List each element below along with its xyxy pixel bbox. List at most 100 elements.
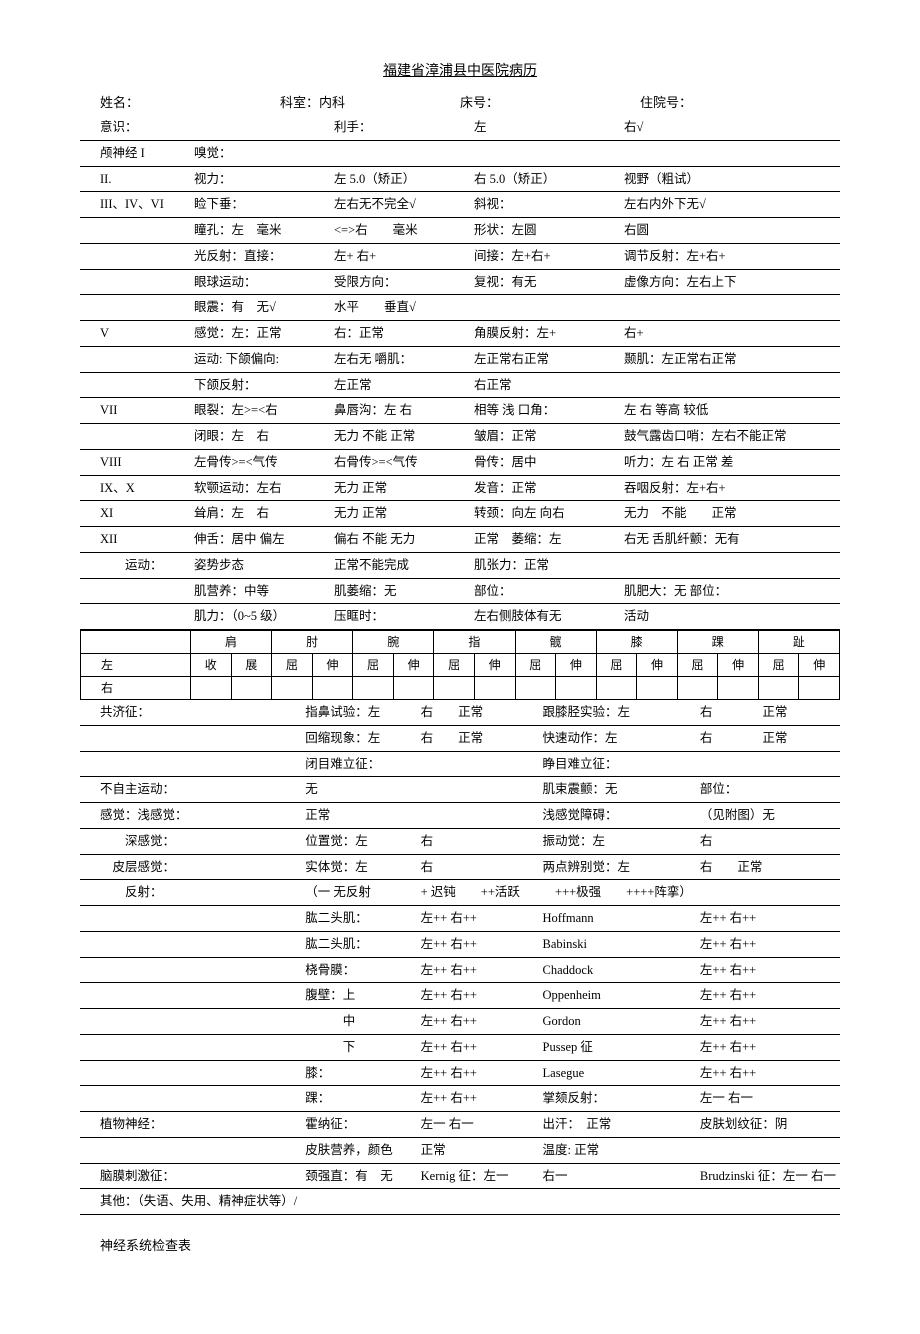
cell: 中 — [301, 1009, 416, 1035]
cell: 左右无不完全√ — [330, 192, 470, 218]
cell: 正常 萎缩：左 — [470, 527, 620, 553]
joint-cell — [191, 677, 232, 700]
cell: 指鼻试验：左 — [301, 700, 416, 725]
cell — [620, 295, 840, 321]
cell: Gordon — [539, 1009, 696, 1035]
cell: 腹壁：上 — [301, 983, 416, 1009]
cell: 虚像方向：左右上下 — [620, 269, 840, 295]
cell: 左++ 右++ — [417, 983, 539, 1009]
cell: 相等 浅 口角： — [470, 398, 620, 424]
cell: 脑膜刺激征： — [80, 1163, 301, 1189]
cell: 跟膝胫实验：左 — [539, 700, 696, 725]
cell: 右 正常 — [696, 725, 840, 751]
joint-cell — [312, 677, 353, 700]
joint-header: 髋 — [515, 631, 596, 654]
cell: 左++ 右++ — [696, 1009, 840, 1035]
cell — [80, 1009, 301, 1035]
cell: 无力 不能 正常 — [330, 424, 470, 450]
cell: Lasegue — [539, 1060, 696, 1086]
cell: 左++ 右++ — [417, 1009, 539, 1035]
joint-cell — [758, 677, 799, 700]
cell: 左++ 右++ — [417, 1034, 539, 1060]
cell: 下 — [301, 1034, 416, 1060]
cell: 皮肤营养，颜色 — [301, 1137, 416, 1163]
cell — [80, 424, 190, 450]
cell: 偏右 不能 无力 — [330, 527, 470, 553]
cell — [80, 295, 190, 321]
cell: 睑下垂： — [190, 192, 330, 218]
cell: 不自主运动： — [80, 777, 301, 803]
cell: 运动: 下颌偏向: — [190, 346, 330, 372]
cell: 鼻唇沟：左 右 — [330, 398, 470, 424]
joint-sub: 屈 — [353, 654, 394, 677]
bed-label: 床号： — [460, 92, 640, 111]
cell: 瞳孔：左 毫米 — [190, 218, 330, 244]
cell: Chaddock — [539, 957, 696, 983]
cell — [80, 1137, 301, 1163]
cell: 共济征： — [80, 700, 301, 725]
cell: 水平 垂直√ — [330, 295, 470, 321]
cell: 活动 — [620, 604, 840, 630]
cell — [80, 218, 190, 244]
cell: 左右侧肢体有无 — [470, 604, 620, 630]
cell: 右 5.0（矫正） — [470, 166, 620, 192]
cell: 右：正常 — [330, 321, 470, 347]
cell — [80, 243, 190, 269]
cell: 嗅觉： — [190, 140, 330, 166]
cell — [80, 751, 301, 777]
cell: 正常 — [417, 1137, 539, 1163]
cell: 部位： — [470, 578, 620, 604]
cell: XI — [80, 501, 190, 527]
joint-cell — [799, 677, 840, 700]
cell — [620, 372, 840, 398]
cell: VII — [80, 398, 190, 424]
cell: 肌力：（0~5 级） — [190, 604, 330, 630]
cell: 皮肤划纹征：阴 — [696, 1112, 840, 1138]
joint-sub: 收 — [191, 654, 232, 677]
joint-sub: 屈 — [677, 654, 718, 677]
joint-cell — [231, 677, 272, 700]
cell: 左++ 右++ — [696, 931, 840, 957]
cell — [301, 1189, 416, 1215]
cell: Hoffmann — [539, 906, 696, 932]
cell: （一 无反射 — [301, 880, 416, 906]
cell — [417, 751, 539, 777]
joint-cell — [393, 677, 434, 700]
cell: 耸肩：左 右 — [190, 501, 330, 527]
exam-table: 意识：利手：左右√颅神经 I嗅觉：II.视力：左 5.0（矫正）右 5.0（矫正… — [80, 115, 840, 630]
cell: 左右内外下无√ — [620, 192, 840, 218]
cell: 左++ 右++ — [417, 1086, 539, 1112]
cell: 右 — [417, 854, 539, 880]
cell — [470, 140, 620, 166]
cell: 右正常 — [470, 372, 620, 398]
cell — [80, 269, 190, 295]
cell — [80, 906, 301, 932]
cell: 形状：左圆 — [470, 218, 620, 244]
cell: 无力 正常 — [330, 501, 470, 527]
cell: 右 — [417, 828, 539, 854]
cell: 深感觉： — [80, 828, 301, 854]
cell: 皱眉：正常 — [470, 424, 620, 450]
cell — [417, 803, 539, 829]
cell: XII — [80, 527, 190, 553]
cell — [190, 115, 330, 140]
cell: III、IV、VI — [80, 192, 190, 218]
cell: 姿势步态 — [190, 552, 330, 578]
cell: 左 右 等高 较低 — [620, 398, 840, 424]
cell — [696, 1189, 840, 1215]
cell: 受限方向： — [330, 269, 470, 295]
cell: 复视：有无 — [470, 269, 620, 295]
joint-cell — [272, 677, 313, 700]
cell — [80, 1034, 301, 1060]
cell: II. — [80, 166, 190, 192]
cell: 运动： — [80, 552, 190, 578]
cell: + 迟钝 ++活跃 — [417, 880, 539, 906]
cell: 快速动作：左 — [539, 725, 696, 751]
cell — [80, 983, 301, 1009]
cell: 正常 — [301, 803, 416, 829]
name-label: 姓名： — [100, 92, 280, 111]
cell — [80, 372, 190, 398]
cell: 右一 — [539, 1163, 696, 1189]
cell — [330, 140, 470, 166]
joint-cell — [677, 677, 718, 700]
